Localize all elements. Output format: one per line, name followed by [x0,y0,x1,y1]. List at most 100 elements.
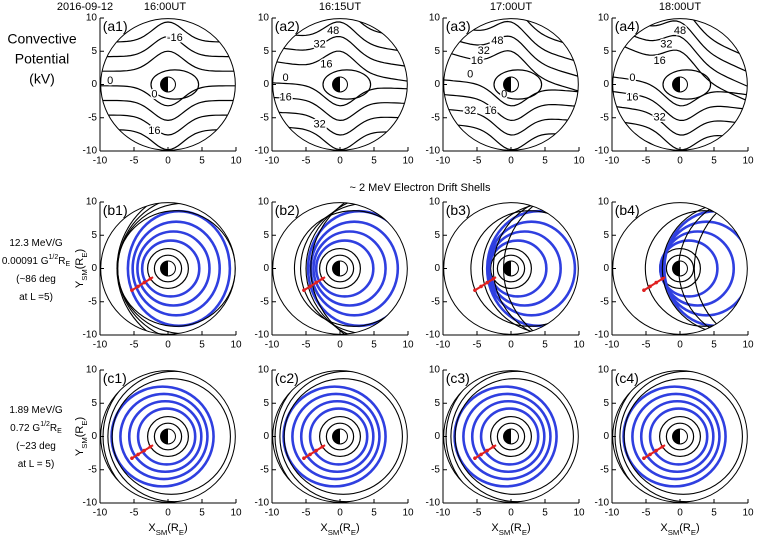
contour-line [644,210,748,327]
y-tick-label: 0 [263,79,269,90]
x-tick-label: 5 [371,508,377,519]
x-tick-label: -5 [302,156,311,167]
drift-shell [658,239,719,298]
y-axis-label-part: ) [74,249,86,253]
contour-line [490,247,533,290]
x-tick-label: -10 [265,340,280,351]
panel-label: (a2) [275,18,300,34]
row-label: 1.89 MeV/G [9,405,63,416]
x-tick-label: -10 [605,340,620,351]
earth-night [160,429,168,444]
x-tick-label: 10 [573,340,585,351]
y-tick-label: -10 [426,146,441,157]
x-tick-label: 0 [677,156,683,167]
pitch-point [485,448,490,453]
drift-shell [306,209,408,328]
x-tick-label: -5 [473,156,482,167]
x-tick-label: 10 [230,340,242,351]
y-axis-label-part: ) [74,417,86,421]
y-tick-label: -5 [431,112,440,123]
y-tick-label: -5 [431,464,440,475]
contour-line [443,18,579,48]
x-tick-label: 10 [742,508,754,519]
contour-line [612,18,748,58]
contour-line [470,210,579,327]
x-tick-label: 10 [402,340,414,351]
x-axis-label-part: ) [527,522,531,534]
drift-shell [136,407,197,466]
y-tick-label: 0 [603,79,609,90]
panel-label: (c1) [103,370,127,386]
x-tick-label: 0 [337,340,343,351]
x-axis-label-part: SM [499,528,511,537]
y-tick-label: 0 [263,431,269,442]
x-axis-label-part: SM [156,528,168,537]
y-tick-label: 0 [603,431,609,442]
contour-line [490,415,533,458]
y-tick-label: 0 [91,263,97,274]
drift-shell [479,407,540,466]
row-label: Convective [7,31,76,47]
row-label: (~86 deg [16,274,56,285]
y-axis-label-part: (R [74,258,86,270]
pitch-point [320,445,325,449]
y-tick-label: -10 [255,330,270,341]
pitch-point [648,284,652,289]
earth-night [332,261,340,276]
contour-line [319,415,362,458]
contour-line [443,35,579,78]
y-tick-label: 10 [258,13,270,24]
time-label: 16:00UT [144,1,186,13]
x-tick-label: 0 [165,340,171,351]
contour-line [100,129,236,151]
x-axis-label-part: ) [184,522,188,534]
y-tick-label: -5 [88,296,97,307]
contour-label: 16 [320,58,332,70]
pitch-point [642,288,646,292]
contour-line [612,105,748,136]
x-tick-label: 10 [742,156,754,167]
row-label: (~23 deg [16,441,56,452]
y-tick-label: 0 [91,431,97,442]
x-axis-label-part: X [491,522,499,534]
drift-shell [470,399,546,474]
y-axis-label-part: Y [74,280,86,288]
contour-line [319,247,362,290]
contour-line [272,96,408,122]
pitch-point [148,277,153,281]
pitch-point [654,448,658,453]
x-tick-label: 0 [165,156,171,167]
y-tick-label: -5 [260,464,269,475]
x-tick-label: 5 [199,340,205,351]
x-axis-label-part: (R [167,522,179,534]
y-tick-label: -10 [426,330,441,341]
contour-line [612,76,748,107]
x-tick-label: 5 [542,340,548,351]
x-axis-label: XSM(RE) [491,522,530,537]
contour-line [100,21,236,43]
x-tick-label: -10 [605,508,620,519]
x-tick-label: -10 [93,508,108,519]
contour-label: 32 [478,45,490,57]
x-tick-label: -5 [642,156,651,167]
pitch-point [485,280,490,285]
x-axis-label-part: E [522,528,527,537]
contour-line [100,50,236,72]
row-label: 0.00091 G1/2RE [2,254,71,268]
time-label: 18:00UT [659,1,701,13]
panel-label: (a1) [103,18,128,34]
y-tick-label: 5 [434,230,440,241]
panel-contours [470,202,579,335]
earth-night [672,261,680,276]
earth-night [332,429,340,444]
x-axis-label-part: SM [668,528,680,537]
pitch-point [314,280,319,285]
y-tick-label: 10 [429,13,441,24]
row-label-part: 0.00091 G [2,256,49,267]
x-tick-label: 0 [677,508,683,519]
contour-line [658,415,701,458]
y-tick-label: 10 [429,197,441,208]
y-tick-label: 5 [603,398,609,409]
y-axis-label-part: E [80,421,89,426]
